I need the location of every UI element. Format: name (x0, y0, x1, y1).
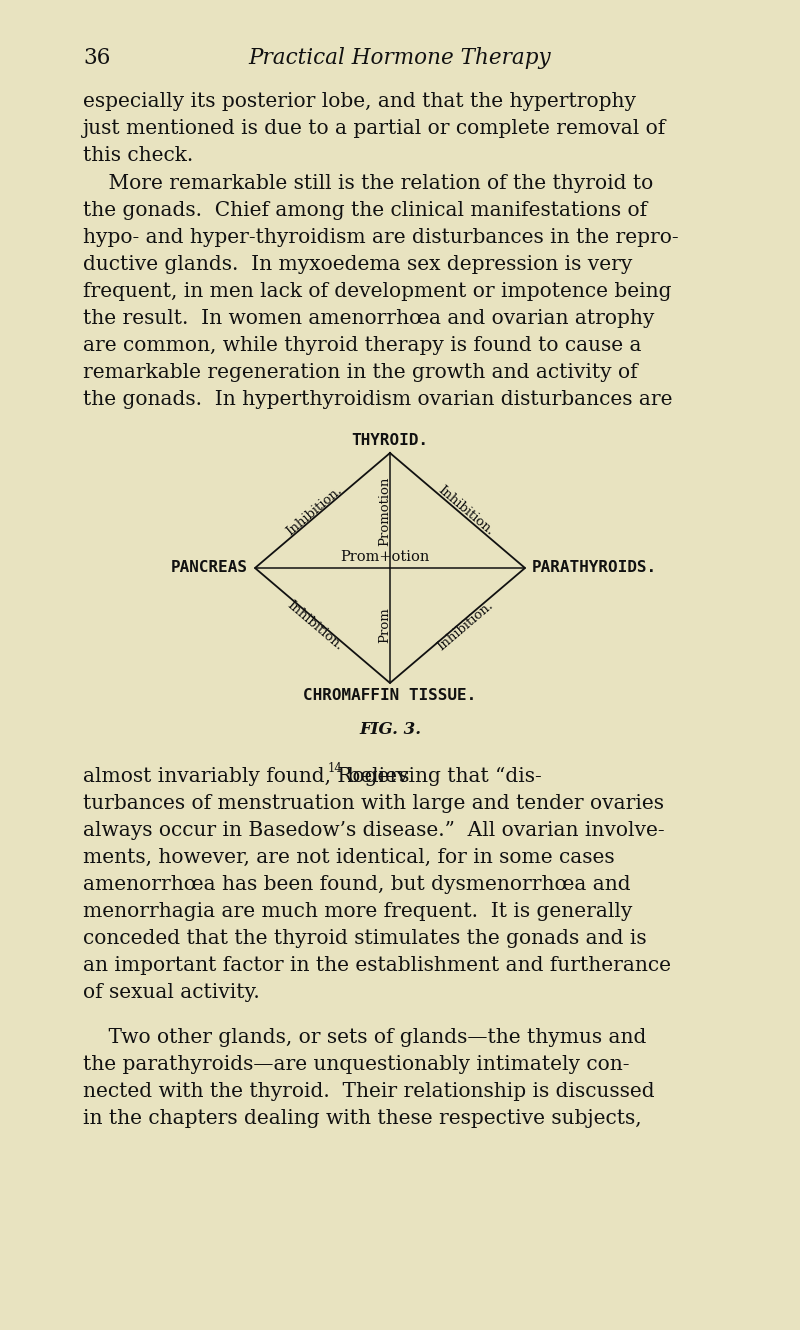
Text: Inhibition.: Inhibition. (435, 598, 496, 653)
Text: the result.  In women amenorrhœa and ovarian atrophy: the result. In women amenorrhœa and ovar… (83, 309, 654, 329)
Text: almost invariably found, Rogers: almost invariably found, Rogers (83, 767, 410, 786)
Text: believing that “dis-: believing that “dis- (341, 767, 542, 786)
Text: ductive glands.  In myxoedema sex depression is very: ductive glands. In myxoedema sex depress… (83, 255, 632, 274)
Text: FIG. 3.: FIG. 3. (359, 721, 421, 738)
Text: Promotion: Promotion (378, 476, 391, 545)
Text: More remarkable still is the relation of the thyroid to: More remarkable still is the relation of… (83, 174, 654, 193)
Text: hypo- and hyper-thyroidism are disturbances in the repro-: hypo- and hyper-thyroidism are disturban… (83, 227, 678, 247)
Text: nected with the thyroid.  Their relationship is discussed: nected with the thyroid. Their relations… (83, 1083, 654, 1101)
Text: ments, however, are not identical, for in some cases: ments, however, are not identical, for i… (83, 849, 614, 867)
Text: 36: 36 (83, 47, 110, 69)
Text: the parathyroids—are unquestionably intimately con-: the parathyroids—are unquestionably inti… (83, 1055, 630, 1075)
Text: 14: 14 (328, 762, 342, 775)
Text: the gonads.  Chief among the clinical manifestations of: the gonads. Chief among the clinical man… (83, 201, 647, 219)
Text: turbances of menstruation with large and tender ovaries: turbances of menstruation with large and… (83, 794, 664, 813)
Text: conceded that the thyroid stimulates the gonads and is: conceded that the thyroid stimulates the… (83, 928, 646, 948)
Text: an important factor in the establishment and furtherance: an important factor in the establishment… (83, 956, 671, 975)
Text: the gonads.  In hyperthyroidism ovarian disturbances are: the gonads. In hyperthyroidism ovarian d… (83, 390, 673, 410)
Text: Prom+otion: Prom+otion (340, 551, 430, 564)
Text: Inhibition.: Inhibition. (284, 483, 345, 537)
Text: of sexual activity.: of sexual activity. (83, 983, 260, 1001)
Text: menorrhagia are much more frequent.  It is generally: menorrhagia are much more frequent. It i… (83, 902, 632, 920)
Text: are common, while thyroid therapy is found to cause a: are common, while thyroid therapy is fou… (83, 336, 642, 355)
Text: PANCREAS: PANCREAS (171, 560, 248, 576)
Text: in the chapters dealing with these respective subjects,: in the chapters dealing with these respe… (83, 1109, 642, 1128)
Text: CHROMAFFIN TISSUE.: CHROMAFFIN TISSUE. (303, 688, 477, 704)
Text: just mentioned is due to a partial or complete removal of: just mentioned is due to a partial or co… (83, 118, 666, 138)
Text: always occur in Basedow’s disease.”  All ovarian involve-: always occur in Basedow’s disease.” All … (83, 821, 665, 841)
Text: amenorrhœa has been found, but dysmenorrhœa and: amenorrhœa has been found, but dysmenorr… (83, 875, 630, 894)
Text: Inhibition.: Inhibition. (435, 483, 496, 537)
Text: frequent, in men lack of development or impotence being: frequent, in men lack of development or … (83, 282, 671, 301)
Text: remarkable regeneration in the growth and activity of: remarkable regeneration in the growth an… (83, 363, 638, 382)
Text: Inhibition.: Inhibition. (284, 598, 345, 653)
Text: Practical Hormone Therapy: Practical Hormone Therapy (249, 47, 551, 69)
Text: this check.: this check. (83, 146, 194, 165)
Text: THYROID.: THYROID. (351, 434, 429, 448)
Text: Prom: Prom (378, 606, 391, 642)
Text: PARATHYROIDS.: PARATHYROIDS. (532, 560, 657, 576)
Text: Two other glands, or sets of glands—the thymus and: Two other glands, or sets of glands—the … (83, 1028, 646, 1047)
Text: especially its posterior lobe, and that the hypertrophy: especially its posterior lobe, and that … (83, 92, 636, 110)
